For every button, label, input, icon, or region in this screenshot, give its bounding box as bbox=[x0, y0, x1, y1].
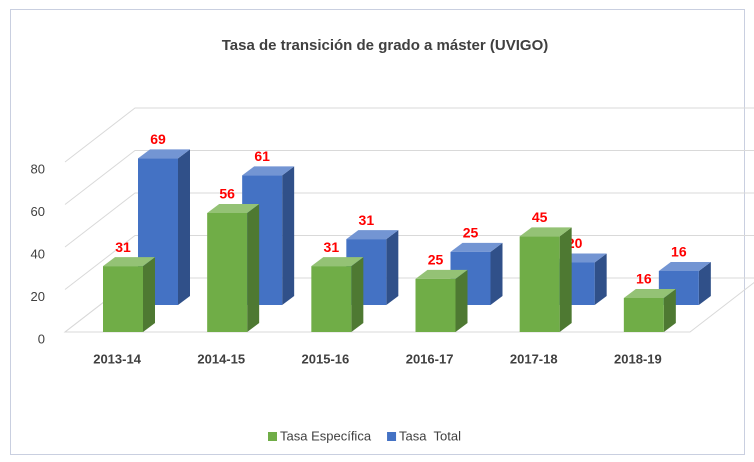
bar-side bbox=[386, 230, 399, 305]
value-label: 25 bbox=[428, 252, 444, 268]
bar-side bbox=[698, 262, 711, 305]
legend-swatch bbox=[268, 432, 277, 441]
bar-side bbox=[351, 257, 364, 332]
bar-side bbox=[178, 149, 190, 305]
bar-top bbox=[623, 289, 676, 298]
bar-side bbox=[663, 289, 676, 332]
x-tick-label: 2016-17 bbox=[406, 351, 454, 366]
legend-label: Tasa Total bbox=[399, 428, 461, 443]
bar-top bbox=[519, 227, 572, 237]
bar bbox=[623, 298, 664, 332]
bar bbox=[415, 278, 456, 332]
bar-side bbox=[490, 242, 503, 305]
bar bbox=[207, 213, 248, 332]
value-label: 25 bbox=[463, 225, 479, 241]
y-tick-label: 60 bbox=[31, 204, 45, 219]
x-tick-label: 2013-14 bbox=[93, 351, 141, 366]
grid-line bbox=[64, 150, 754, 205]
bar-top bbox=[207, 204, 260, 213]
bar-top bbox=[138, 149, 190, 159]
y-tick-label: 20 bbox=[31, 289, 45, 304]
bar-top bbox=[346, 230, 399, 240]
bar-side bbox=[143, 257, 155, 332]
bar-side bbox=[282, 166, 295, 305]
y-tick-label: 40 bbox=[31, 246, 45, 261]
bar-top bbox=[311, 257, 364, 267]
value-label: 16 bbox=[671, 244, 687, 260]
bar-side bbox=[247, 204, 260, 332]
value-label: 31 bbox=[115, 239, 131, 255]
bar-side bbox=[455, 269, 468, 332]
legend-swatch bbox=[387, 432, 397, 441]
bar-top bbox=[658, 262, 711, 271]
value-label: 69 bbox=[150, 131, 166, 147]
bar bbox=[103, 266, 143, 332]
bar-top bbox=[103, 257, 155, 267]
value-label: 61 bbox=[254, 148, 270, 164]
bar bbox=[311, 266, 352, 332]
grid-line bbox=[64, 192, 754, 248]
value-label: 31 bbox=[359, 212, 375, 228]
x-tick-label: 2018-19 bbox=[614, 351, 662, 366]
x-tick-label: 2017-18 bbox=[510, 351, 558, 366]
bar-side bbox=[594, 253, 607, 305]
value-label: 45 bbox=[532, 209, 548, 225]
value-label: 16 bbox=[636, 271, 652, 287]
y-tick-label: 80 bbox=[31, 161, 45, 176]
bar bbox=[519, 236, 560, 332]
chart-title: Tasa de transición de grado a máster (UV… bbox=[222, 37, 548, 54]
bar-top bbox=[450, 242, 503, 252]
x-tick-label: 2015-16 bbox=[302, 351, 350, 366]
bar-top bbox=[415, 269, 468, 279]
value-label: 31 bbox=[324, 239, 340, 255]
x-tick-label: 2014-15 bbox=[197, 351, 245, 366]
legend-label: Tasa Específica bbox=[280, 428, 372, 443]
value-label: 56 bbox=[219, 186, 235, 202]
bar-top bbox=[242, 166, 295, 176]
y-tick-label: 0 bbox=[38, 331, 45, 346]
grid-line bbox=[64, 107, 754, 163]
bar-side bbox=[559, 227, 572, 332]
